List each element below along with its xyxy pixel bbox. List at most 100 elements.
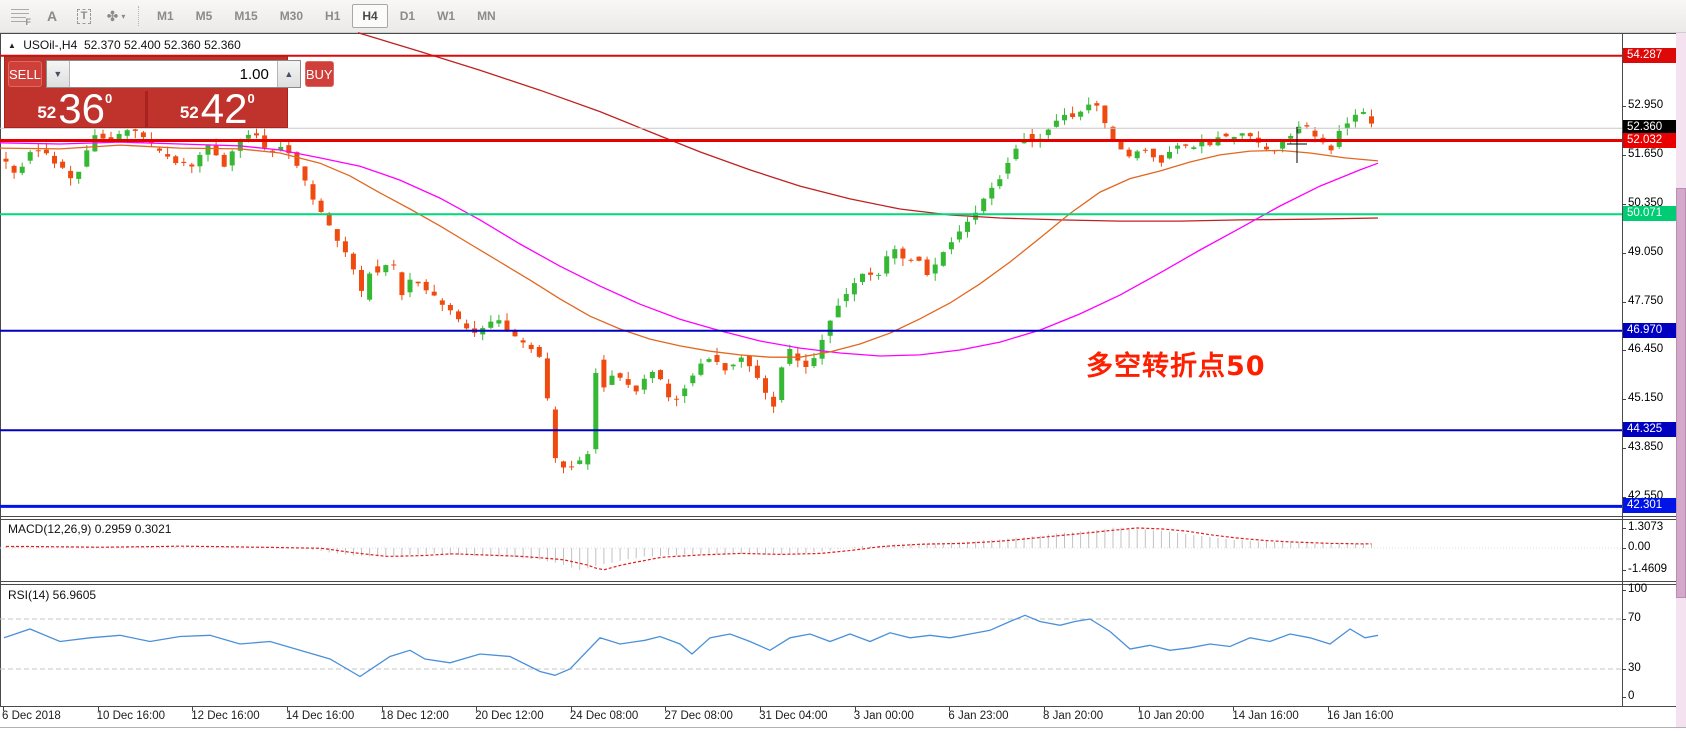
price-badge: 50.071 [1623,206,1677,222]
text-label-icon: A [46,8,58,24]
sell-price[interactable]: 52 36 0 [5,85,145,132]
text-label-tool-button[interactable]: A [38,3,66,29]
axis-tick [1622,350,1626,352]
time-axis-label: 10 Jan 20:00 [1137,710,1205,722]
one-click-trading-panel: SELL ▼ ▲ BUY 52 36 0 52 42 0 [4,56,334,132]
toolbar: F A T ✤ ▾ M1 M5 M15 M30 H1 H4 D1 W1 MN [0,0,1686,33]
timeframe-button-H1[interactable]: H1 [325,9,341,23]
time-axis-label: 10 Dec 16:00 [96,710,166,722]
price-axis-label: 70 [1628,612,1641,624]
time-axis-tick [3,707,4,711]
macd-separator [0,516,1676,517]
timeframe-button-MN[interactable]: MN [477,9,496,23]
shapes-icon: ✤ [106,7,119,24]
volume-input[interactable] [69,61,277,87]
chevron-down-icon: ▾ [121,11,126,21]
scrollbar-thumb[interactable] [1676,188,1686,598]
rsi-separator [0,581,1676,582]
time-axis-label: 6 Jan 23:00 [948,710,1009,722]
price-axis-label: 45.150 [1628,392,1664,405]
chart-ohlc-values: 52.370 52.400 52.360 52.360 [83,38,241,52]
axis-tick [1622,301,1626,303]
price-axis-label: 52.950 [1628,99,1664,111]
status-divider [0,727,1686,728]
sell-price-pip: 0 [104,91,113,106]
time-axis-label: 12 Dec 16:00 [191,710,260,722]
price-axis-label: 49.050 [1628,245,1664,258]
price-badge: 46.970 [1623,322,1677,338]
sell-price-main: 36 [58,85,105,132]
timeframe-button-D1[interactable]: D1 [399,9,416,23]
time-axis-tick [1044,707,1046,711]
collapse-triangle-icon[interactable]: ▲ [8,41,16,50]
chart-frame-left [0,33,1,707]
buy-price-pip: 0 [247,91,255,106]
buy-button[interactable]: BUY [304,61,334,87]
sell-button[interactable]: SELL [8,61,42,87]
axis-tick [1622,203,1626,205]
price-badge: 44.325 [1623,422,1677,438]
axis-tick [1622,669,1626,670]
volume-increase-button[interactable]: ▲ [276,61,300,87]
price-badge: 54.287 [1623,47,1677,63]
price-axis-label: 51.650 [1628,147,1664,160]
volume-decrease-button[interactable]: ▼ [46,61,70,87]
vertical-scrollbar [1676,33,1686,727]
time-axis-tick [854,707,856,711]
price-divider [144,91,148,127]
fibonacci-tool-button[interactable]: F [6,3,34,29]
price-badge: 52.360 [1623,120,1677,136]
chart-symbol: USOil-,H4 [23,38,78,52]
time-axis-label: 24 Dec 08:00 [569,710,639,722]
rsi-separator-2 [0,584,1676,585]
time-axis-tick [1327,707,1329,711]
chart-frame-bottom [0,706,1676,707]
timeframe-button-W1[interactable]: W1 [437,9,456,23]
time-axis-label: 31 Dec 04:00 [759,710,828,722]
rsi-label: RSI(14) 56.9605 [8,588,97,602]
axis-tick [1622,154,1626,156]
toolbar-separator [138,6,140,26]
time-axis-label: 14 Dec 16:00 [285,710,355,722]
time-axis-label: 27 Dec 08:00 [664,710,733,722]
shapes-tool-button[interactable]: ✤ ▾ [102,3,130,29]
price-axis-label: 1.3073 [1628,520,1664,533]
price-axis-label: 47.750 [1628,294,1664,307]
price-axis-label: 100 [1628,583,1648,595]
price-badge: 42.301 [1623,498,1677,514]
macd-separator-2 [0,519,1676,520]
macd-label: MACD(12,26,9) 0.2959 0.3021 [8,522,172,536]
timeframe-button-M1[interactable]: M1 [157,9,174,23]
buy-price-main: 42 [200,85,248,132]
buy-price-prefix: 52 [179,103,199,122]
timeframe-button-M30[interactable]: M30 [279,9,304,23]
buy-price[interactable]: 52 42 0 [148,85,288,132]
axis-tick [1622,619,1626,620]
price-badge: 52.032 [1623,132,1677,148]
time-axis-label: 3 Jan 00:00 [853,710,914,722]
time-axis-label: 18 Dec 12:00 [380,710,449,722]
volume-stepper: ▼ ▲ [45,60,301,88]
price-axis-label: 0 [1628,690,1635,702]
price-axis-label: 50.350 [1628,196,1664,209]
axis-tick [1622,570,1626,572]
fibonacci-icon: F [11,9,31,27]
time-axis-tick [1138,707,1140,711]
time-axis-tick [476,707,478,711]
price-axis-label: 46.450 [1628,343,1664,356]
time-axis-tick [97,707,99,711]
time-axis-tick [286,707,288,711]
text-box-tool-button[interactable]: T [70,3,98,29]
price-axis-line [1622,33,1623,707]
axis-tick [1622,448,1626,450]
timeframe-group: M1 M5 M15 M30 H1 H4 D1 W1 MN [146,4,507,28]
timeframe-button-M15[interactable]: M15 [234,9,258,23]
timeframe-button-H4[interactable]: H4 [352,4,388,28]
timeframe-button-M5[interactable]: M5 [195,9,213,23]
time-axis-tick [760,707,762,711]
chart-title: ▲ USOil-,H4 52.370 52.400 52.360 52.360 [8,38,241,52]
time-axis-label: 6 Dec 2018 [2,710,61,722]
time-axis-tick [192,707,194,711]
